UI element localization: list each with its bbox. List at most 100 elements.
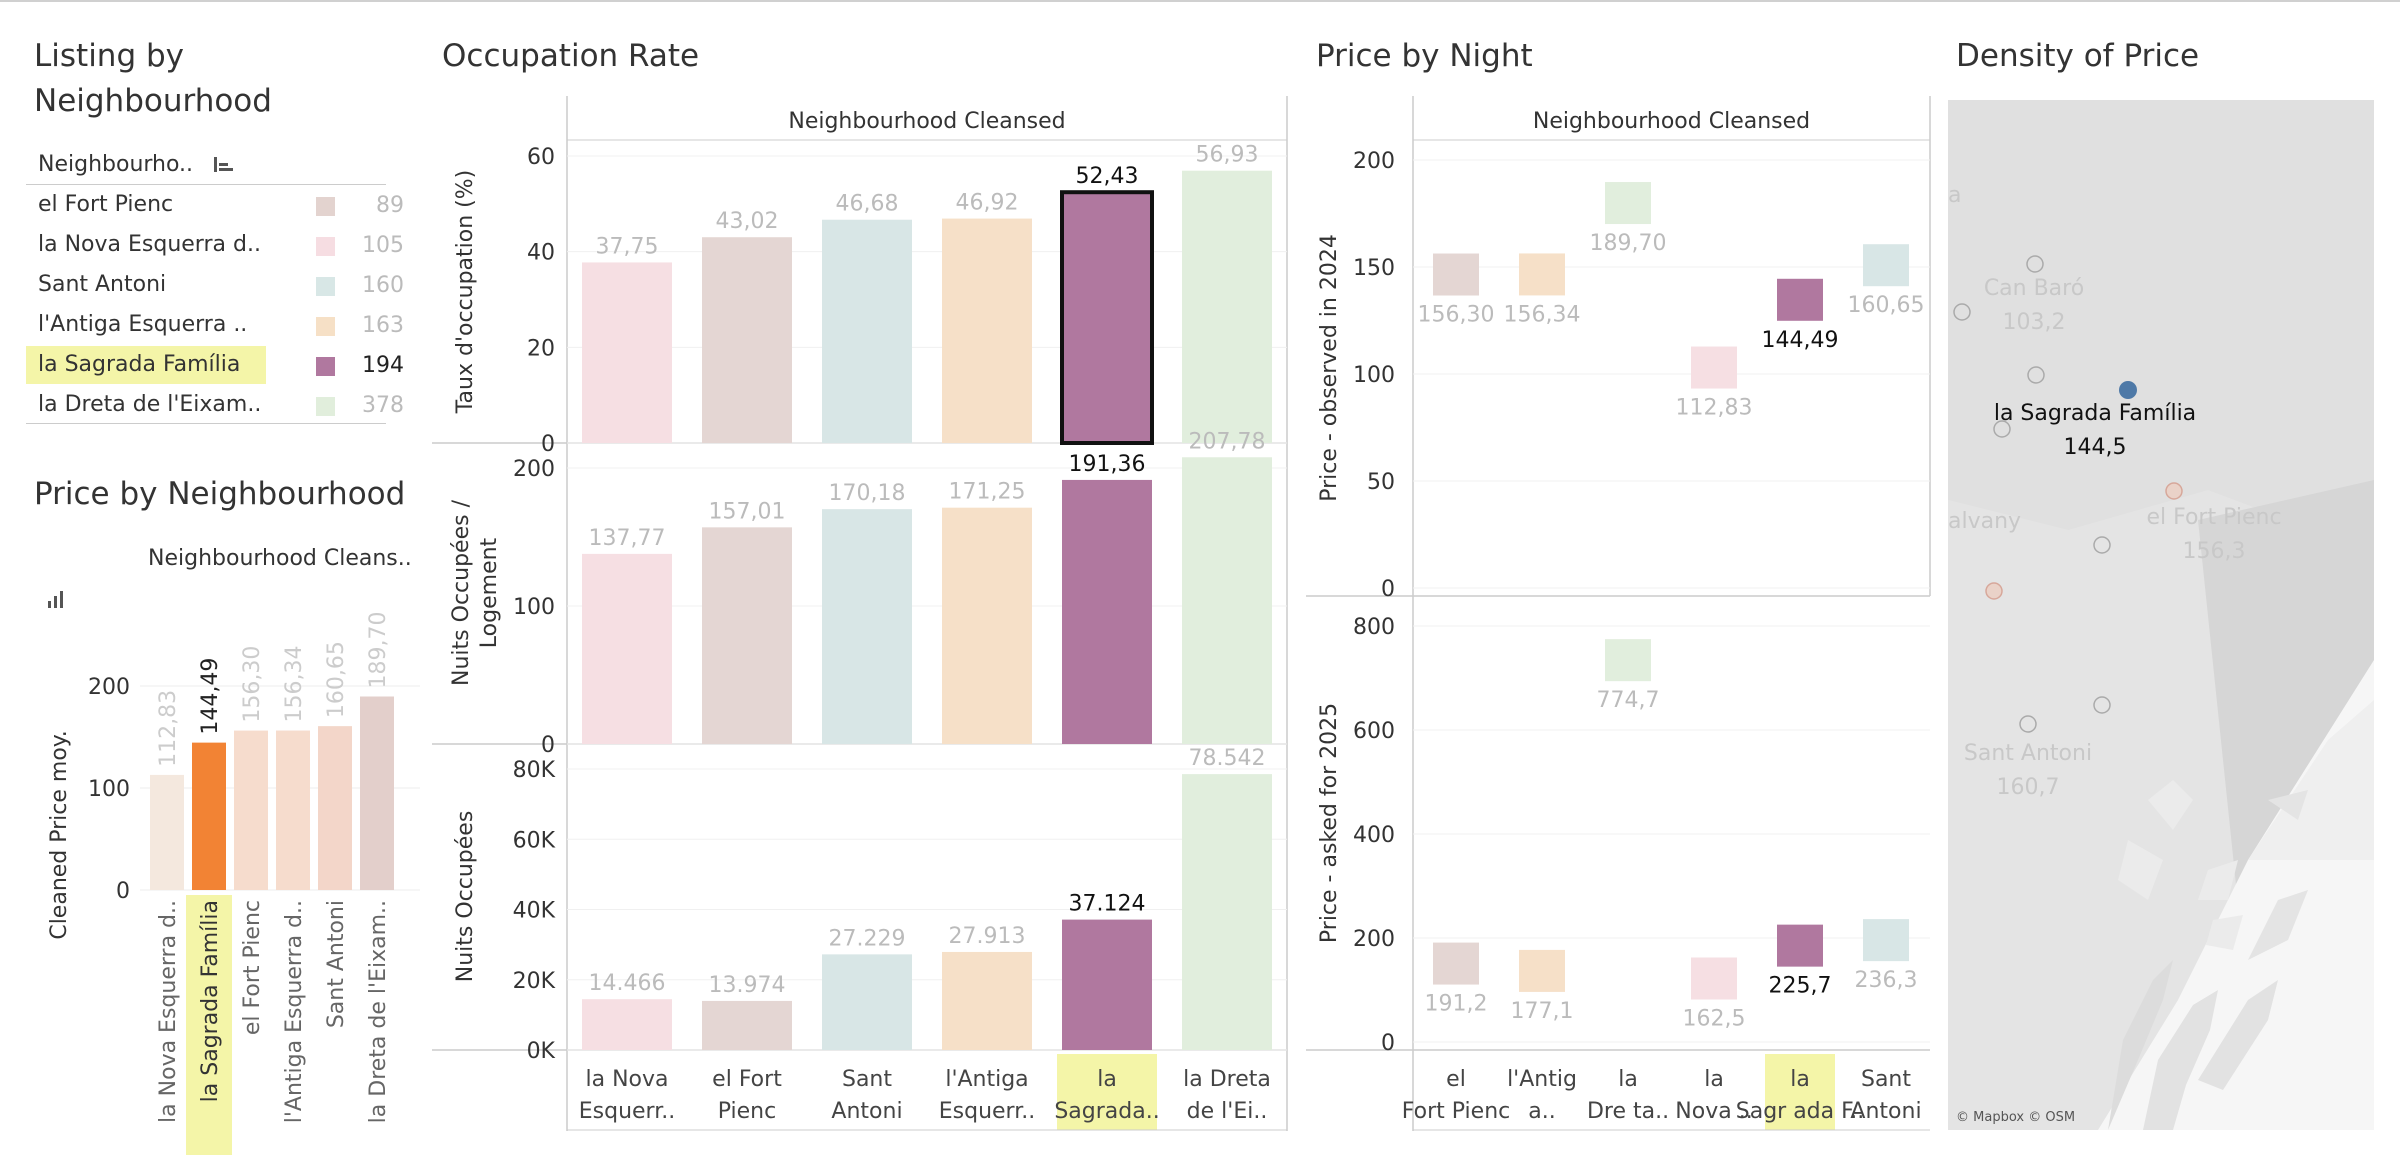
listing-row[interactable]: la Dreta de l'Eixam.. 378: [26, 386, 404, 426]
occ-xtick: la Dreta de l'Ei..: [1183, 1067, 1271, 1124]
pbnight-mark[interactable]: [1605, 182, 1651, 225]
pbnight-mark[interactable]: [1433, 253, 1479, 296]
occupation-title: Occupation Rate: [442, 38, 700, 74]
occ-bar[interactable]: [942, 507, 1032, 744]
listing-header-divider: [26, 184, 386, 185]
pbn-bar[interactable]: [360, 696, 394, 890]
occ-bar[interactable]: [1182, 774, 1272, 1050]
pbnight-mark[interactable]: [1433, 942, 1479, 985]
pbnight-header: Neighbourhood Cleansed: [1533, 109, 1810, 134]
listing-row[interactable]: Sant Antoni 160: [26, 266, 404, 306]
listing-row[interactable]: l'Antiga Esquerra .. 163: [26, 306, 404, 346]
listing-row[interactable]: la Nova Esquerra d.. 105: [26, 226, 404, 266]
pbnight-mark[interactable]: [1691, 957, 1737, 1000]
map-selected-point[interactable]: [2119, 381, 2137, 399]
xtick-line: l'Antiga: [945, 1067, 1028, 1092]
pbn-bar-label: 112,83: [156, 690, 181, 767]
occ-bar[interactable]: [1060, 190, 1154, 445]
pbn-bar[interactable]: [234, 730, 268, 890]
listing-row-count: 163: [362, 313, 404, 338]
occ-bar-label: 170,18: [829, 481, 906, 506]
pbn-header: Neighbourhood Cleans..: [148, 546, 412, 571]
pbnight-mark[interactable]: [1777, 278, 1823, 321]
occupation-chart: Neighbourhood Cleansed 0 20 40 60 Taux d'occu…: [432, 96, 1288, 1131]
occ-ylabel: Logement: [477, 537, 502, 648]
map-label-value: 103,2: [2003, 310, 2066, 335]
occ-bar[interactable]: [1062, 919, 1152, 1050]
map-marker[interactable]: [1985, 582, 2003, 600]
pbnight-ytick: 200: [1353, 927, 1395, 952]
occ-bar[interactable]: [702, 1000, 792, 1050]
occ-bar[interactable]: [942, 218, 1032, 443]
occ-ytick: 40: [527, 241, 555, 266]
pbnight-mark[interactable]: [1691, 346, 1737, 389]
occ-bar[interactable]: [822, 954, 912, 1050]
pbn-bar-label: 156,30: [240, 646, 265, 723]
xtick-line: Fort Pienc: [1402, 1099, 1510, 1124]
pbnight-mark-label: 156,30: [1418, 303, 1495, 328]
pbn-bar-label: 144,49: [198, 658, 223, 735]
occ-bar[interactable]: [582, 553, 672, 744]
listing-row-count: 378: [362, 393, 404, 418]
map-marker[interactable]: [1993, 420, 2011, 438]
listing-row-count: 105: [362, 233, 404, 258]
pbnight-ytick: 200: [1353, 149, 1395, 174]
occ-xtick: l'Antiga Esquerr..: [939, 1067, 1035, 1124]
pbnight-mark[interactable]: [1863, 244, 1909, 287]
xtick-line: Sagr ada F..: [1736, 1099, 1864, 1124]
listing-row-label: Sant Antoni: [38, 272, 167, 297]
occ-bar[interactable]: [1182, 170, 1272, 444]
occ-bar[interactable]: [822, 219, 912, 443]
listing-row-label: la Dreta de l'Eixam..: [38, 392, 262, 417]
map-marker[interactable]: [1953, 303, 1971, 321]
occ-bar[interactable]: [1182, 457, 1272, 744]
occ-ytick: 20: [527, 336, 555, 361]
icon-bar: [60, 591, 63, 608]
map-marker[interactable]: [2093, 536, 2111, 554]
occ-bar[interactable]: [702, 527, 792, 744]
pbnight-ytick: 800: [1353, 615, 1395, 640]
map-marker[interactable]: [2019, 715, 2037, 733]
map-marker[interactable]: [2026, 255, 2044, 273]
occ-ytick: 0: [541, 432, 555, 457]
pbnight-mark-label: 160,65: [1848, 293, 1925, 318]
pbnight-mark-label: 189,70: [1590, 231, 1667, 256]
pbn-bar[interactable]: [192, 742, 226, 890]
map-marker[interactable]: [2165, 482, 2183, 500]
map-label-value: 160,7: [1997, 775, 2060, 800]
pbn-xtick: el Fort Pienc: [240, 900, 265, 1035]
listing-row-swatch: [316, 397, 335, 416]
listing-title-line1: Listing by: [34, 38, 185, 74]
sort-descending-icon[interactable]: [212, 155, 236, 177]
pbnight-mark[interactable]: [1863, 919, 1909, 962]
bar-chart-icon[interactable]: [48, 591, 63, 608]
occ-bar[interactable]: [582, 999, 672, 1050]
listing-row[interactable]: la Sagrada Família 194: [26, 346, 404, 386]
occ-ytick: 0K: [527, 1039, 556, 1064]
xtick-line: de l'Ei..: [1187, 1099, 1268, 1124]
pbnight-mark[interactable]: [1777, 924, 1823, 967]
occ-bar[interactable]: [702, 237, 792, 443]
map-label: alvany: [1948, 509, 2021, 534]
pbn-bar[interactable]: [318, 726, 352, 890]
pbnight-mark[interactable]: [1519, 949, 1565, 992]
occ-bar[interactable]: [822, 509, 912, 744]
occ-bar-label: 56,93: [1196, 143, 1259, 168]
listing-row-count: 160: [362, 273, 404, 298]
map-marker[interactable]: [2093, 696, 2111, 714]
pbn-bar[interactable]: [276, 730, 310, 890]
pbnight-mark[interactable]: [1605, 639, 1651, 682]
listing-column-header[interactable]: Neighbourho..: [38, 152, 194, 177]
occ-bar[interactable]: [1062, 479, 1152, 744]
map-marker[interactable]: [2027, 366, 2045, 384]
pbnight-mark[interactable]: [1519, 253, 1565, 296]
pbn-bar[interactable]: [150, 774, 184, 890]
pbn-bar-label: 189,70: [366, 612, 391, 689]
occ-bar[interactable]: [942, 951, 1032, 1050]
listing-row[interactable]: el Fort Pienc 89: [26, 186, 404, 226]
density-map[interactable]: Can Baró 103,2 la Sagrada Família 144,5 el F…: [1948, 100, 2374, 1130]
occ-bar[interactable]: [582, 262, 672, 443]
density-title: Density of Price: [1956, 38, 2200, 74]
pbnight-mark-label: 236,3: [1855, 968, 1918, 993]
pbn-ytick: 200: [88, 675, 130, 700]
